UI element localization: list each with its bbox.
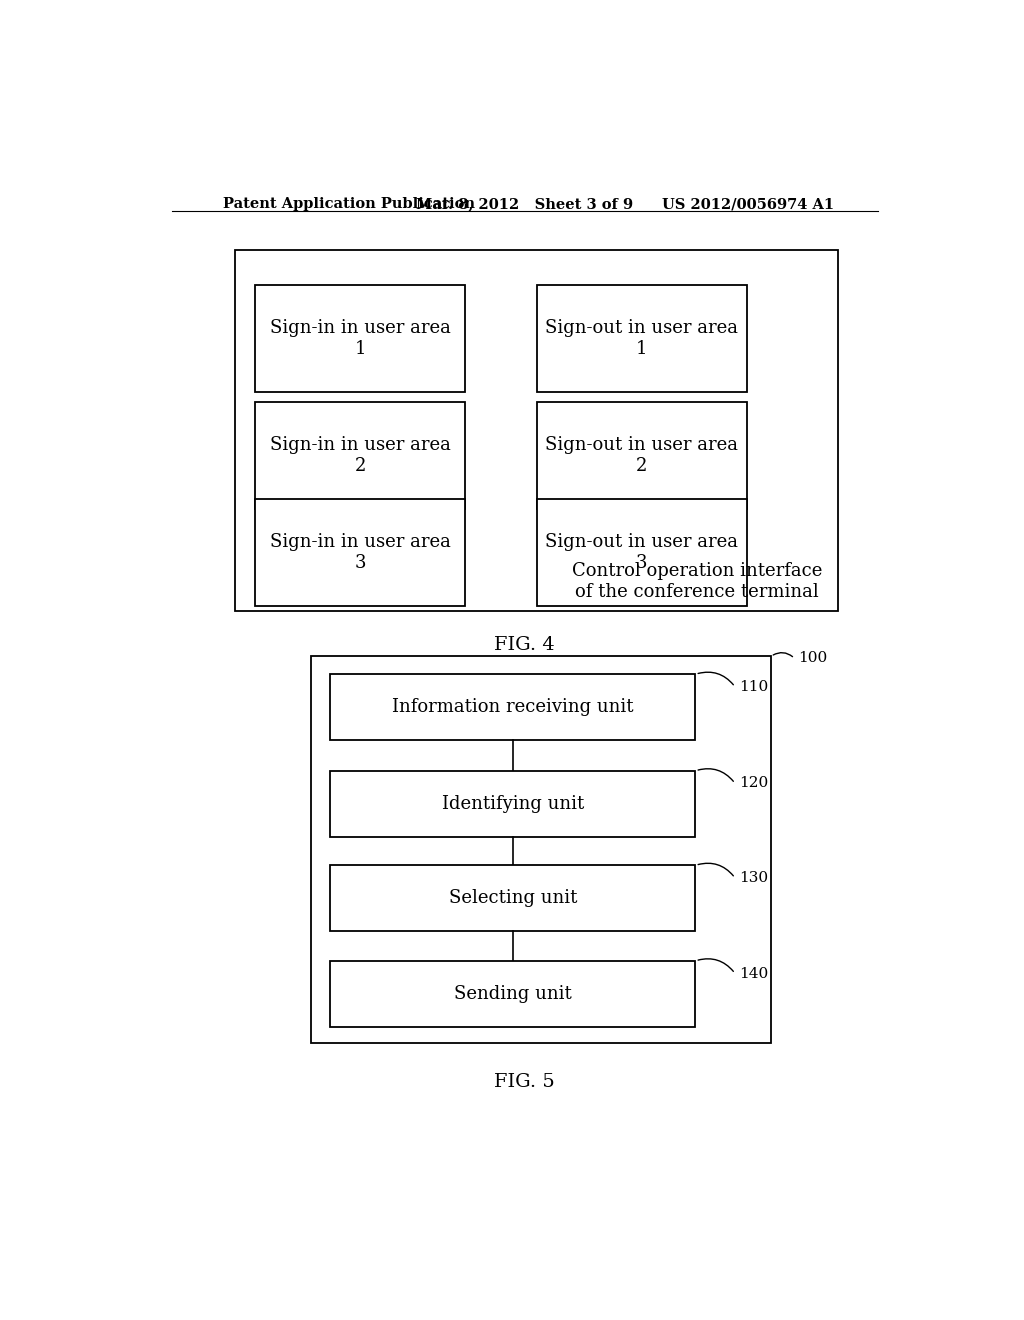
FancyBboxPatch shape — [255, 285, 465, 392]
Text: Sign-in in user area
1: Sign-in in user area 1 — [269, 319, 451, 358]
FancyBboxPatch shape — [236, 249, 839, 611]
Text: Mar. 8, 2012   Sheet 3 of 9: Mar. 8, 2012 Sheet 3 of 9 — [416, 197, 634, 211]
FancyBboxPatch shape — [537, 403, 748, 510]
Text: 140: 140 — [739, 966, 768, 981]
Text: 100: 100 — [799, 652, 827, 665]
Text: 110: 110 — [739, 680, 768, 694]
Text: Control operation interface
of the conference terminal: Control operation interface of the confe… — [572, 562, 822, 601]
Text: Sign-out in user area
2: Sign-out in user area 2 — [546, 437, 738, 475]
FancyBboxPatch shape — [331, 675, 695, 741]
FancyBboxPatch shape — [255, 499, 465, 606]
FancyBboxPatch shape — [537, 499, 748, 606]
Text: Information receiving unit: Information receiving unit — [392, 698, 634, 717]
Text: 120: 120 — [739, 776, 768, 791]
FancyBboxPatch shape — [537, 285, 748, 392]
Text: Selecting unit: Selecting unit — [449, 890, 578, 907]
Text: Sign-out in user area
3: Sign-out in user area 3 — [546, 533, 738, 572]
FancyBboxPatch shape — [310, 656, 771, 1043]
Text: FIG. 4: FIG. 4 — [495, 636, 555, 655]
FancyBboxPatch shape — [255, 403, 465, 510]
FancyBboxPatch shape — [331, 771, 695, 837]
Text: FIG. 5: FIG. 5 — [495, 1073, 555, 1092]
Text: US 2012/0056974 A1: US 2012/0056974 A1 — [663, 197, 835, 211]
FancyBboxPatch shape — [331, 866, 695, 932]
Text: Identifying unit: Identifying unit — [441, 795, 584, 813]
Text: Sign-in in user area
2: Sign-in in user area 2 — [269, 437, 451, 475]
Text: Sending unit: Sending unit — [454, 985, 571, 1003]
Text: 130: 130 — [739, 871, 768, 884]
Text: Sign-out in user area
1: Sign-out in user area 1 — [546, 319, 738, 358]
Text: Patent Application Publication: Patent Application Publication — [223, 197, 475, 211]
Text: Sign-in in user area
3: Sign-in in user area 3 — [269, 533, 451, 572]
FancyBboxPatch shape — [331, 961, 695, 1027]
